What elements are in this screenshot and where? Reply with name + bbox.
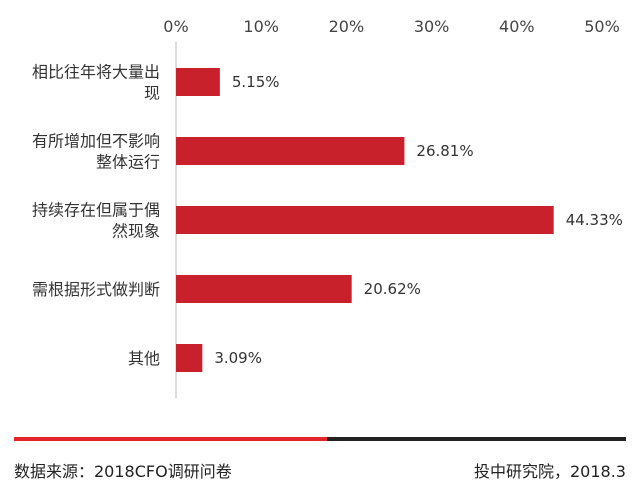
x-tick-label: 50%: [584, 17, 620, 36]
category-label: 现: [144, 84, 160, 103]
value-label: 26.81%: [416, 142, 473, 160]
bar: [176, 206, 554, 234]
bar: [176, 275, 352, 303]
category-label: 相比往年将大量出: [32, 63, 160, 82]
value-label: 5.15%: [232, 73, 280, 91]
x-tick-label: 10%: [243, 17, 279, 36]
category-label: 整体运行: [96, 153, 160, 172]
category-label: 持续存在但属于偶: [32, 201, 160, 220]
x-tick-label: 40%: [499, 17, 535, 36]
value-label: 3.09%: [214, 349, 262, 367]
footer-rule-red: [14, 437, 327, 441]
bar: [176, 68, 220, 96]
category-label: 有所增加但不影响: [32, 132, 160, 151]
source-note: 数据来源：2018CFO调研问卷: [14, 462, 232, 481]
category-label: 其他: [128, 349, 160, 368]
x-tick-label: 30%: [414, 17, 450, 36]
x-tick-label: 0%: [163, 17, 188, 36]
x-tick-label: 20%: [329, 17, 365, 36]
bar: [176, 344, 203, 372]
value-label: 20.62%: [364, 280, 421, 298]
bar: [176, 137, 405, 165]
credit-note: 投中研究院，2018.3: [474, 462, 626, 481]
value-label: 44.33%: [566, 211, 623, 229]
category-label: 然现象: [112, 222, 160, 241]
footer-rule-black: [327, 437, 626, 441]
category-label: 需根据形式做判断: [32, 280, 160, 299]
